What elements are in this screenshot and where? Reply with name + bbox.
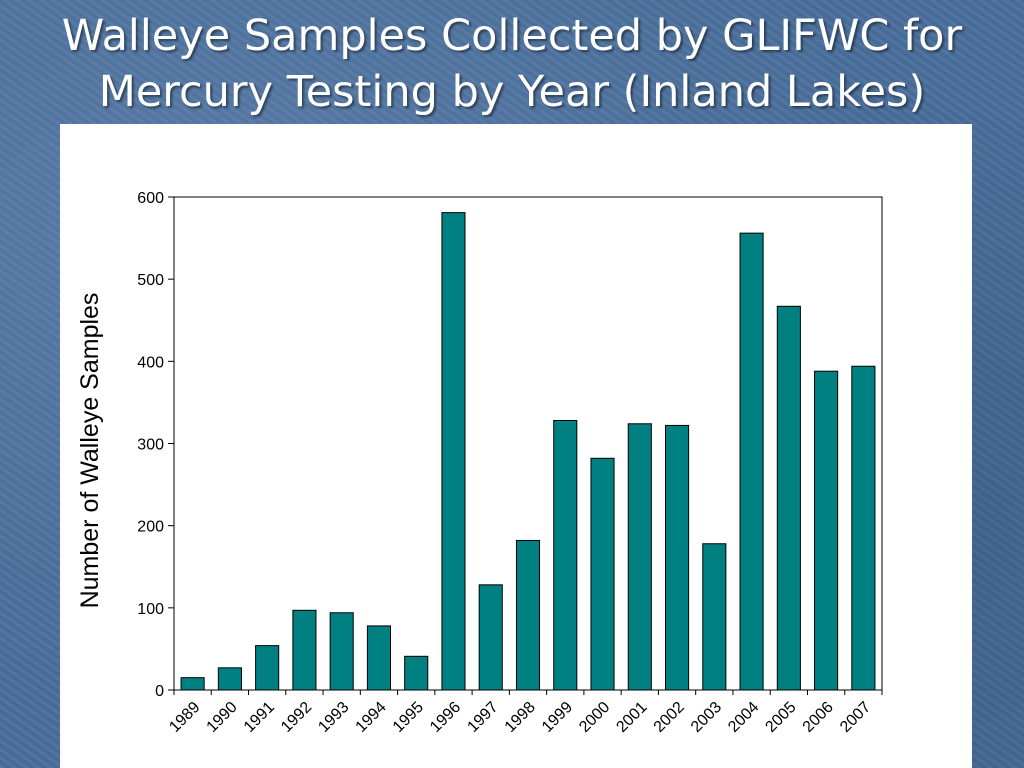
bar-1998 — [515, 539, 541, 691]
slide-title: Walleye Samples Collected by GLIFWC for … — [0, 8, 1024, 120]
x-tick-label-1992: 1992 — [278, 699, 315, 736]
x-tick-label-1990: 1990 — [204, 699, 241, 736]
x-tick-label-1995: 1995 — [390, 699, 427, 736]
bar-1995 — [404, 655, 429, 691]
bar-2002 — [665, 424, 690, 691]
x-tick-label-2003: 2003 — [688, 699, 725, 736]
bar-1990 — [217, 667, 242, 691]
y-tick-label: 200 — [137, 519, 164, 536]
x-tick-label-2004: 2004 — [725, 699, 762, 736]
chart-panel: Number of Walleye Samples 0 100 200 300 400 5… — [60, 124, 972, 768]
bar-1993 — [329, 612, 354, 691]
y-tick-label: 300 — [137, 437, 164, 454]
x-tick-label-1999: 1999 — [539, 699, 576, 736]
y-tick-label: 500 — [137, 272, 164, 289]
bar-1996 — [441, 212, 466, 691]
bar-1989 — [180, 677, 205, 691]
bar-1991 — [255, 645, 280, 691]
x-tick-label-1996: 1996 — [427, 699, 464, 736]
x-tick-label-2005: 2005 — [762, 699, 799, 736]
x-tick-label-1993: 1993 — [315, 699, 352, 736]
bar-2005 — [776, 305, 801, 691]
x-tick-label-2000: 2000 — [576, 699, 613, 736]
x-tick-label-2002: 2002 — [651, 699, 688, 736]
bar-1992 — [292, 609, 317, 691]
y-tick-label: 400 — [137, 354, 164, 371]
x-tick-label-1991: 1991 — [241, 699, 278, 736]
bar-2007 — [851, 365, 876, 691]
bar-1994 — [366, 625, 391, 691]
slide-title-line-1: Walleye Samples Collected by GLIFWC for — [61, 11, 963, 61]
bar-2004 — [739, 232, 764, 691]
y-tick-label: 0 — [155, 683, 164, 700]
x-tick-label-1994: 1994 — [353, 699, 390, 736]
x-tick-label-1997: 1997 — [464, 699, 501, 736]
x-tick-label-2007: 2007 — [837, 699, 874, 736]
x-tick-label-2001: 2001 — [613, 699, 650, 736]
x-tick-label-1998: 1998 — [502, 699, 539, 736]
bar-2003 — [702, 543, 727, 691]
x-tick-label-1989: 1989 — [166, 699, 203, 736]
slide-title-line-2: Mercury Testing by Year (Inland Lakes) — [98, 67, 926, 117]
bar-1997 — [478, 584, 503, 691]
y-tick-label: 100 — [137, 601, 164, 618]
bar-chart: Number of Walleye Samples 0 100 200 300 400 5… — [76, 190, 883, 736]
bar-2001 — [627, 423, 652, 691]
y-axis-label: Number of Walleye Samples — [76, 293, 104, 609]
y-tick-label: 600 — [137, 190, 164, 207]
bar-1999 — [553, 419, 578, 691]
bar-2006 — [814, 370, 839, 691]
x-tick-label-2006: 2006 — [800, 699, 837, 736]
bar-2000 — [590, 457, 615, 691]
